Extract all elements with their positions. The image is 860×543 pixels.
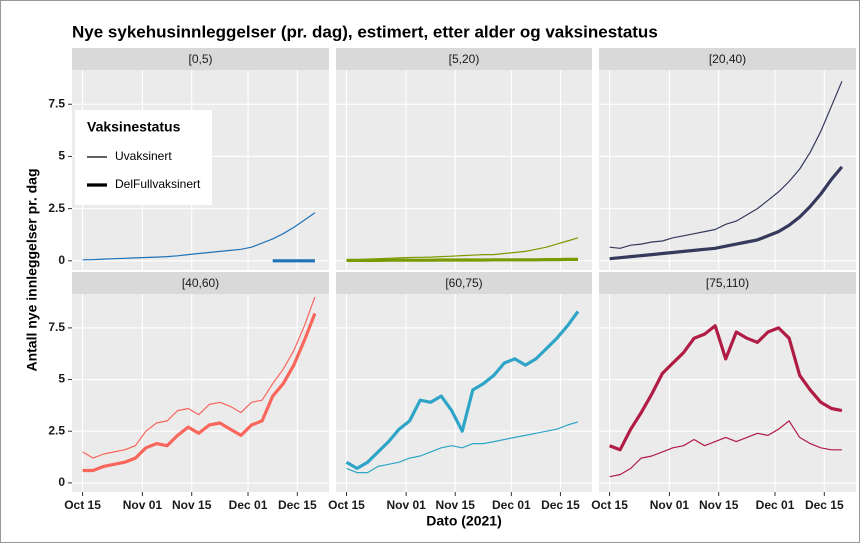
x-tick-label: Oct 15 bbox=[591, 498, 628, 512]
y-tick-label: 0 bbox=[58, 475, 65, 489]
series-line bbox=[345, 310, 580, 470]
x-axis-title: Dato (2021) bbox=[426, 513, 501, 529]
x-tick-label: Oct 15 bbox=[64, 498, 101, 512]
legend: Vaksinestatus Uvaksinert DelFullvaksinert bbox=[75, 110, 212, 205]
y-tick-label: 5 bbox=[58, 149, 65, 163]
x-tick-label: Nov 01 bbox=[650, 498, 690, 512]
strip-label: [20,40) bbox=[709, 52, 746, 66]
y-tick-label: 7.5 bbox=[48, 96, 65, 110]
panel-background bbox=[72, 294, 329, 492]
strip bbox=[72, 272, 329, 294]
strip bbox=[599, 48, 856, 70]
series-line bbox=[609, 165, 844, 261]
strip-label: [60,75) bbox=[445, 276, 482, 290]
y-tick-label: 2.5 bbox=[48, 423, 65, 437]
x-tick-label: Nov 15 bbox=[172, 498, 212, 512]
strip bbox=[599, 272, 856, 294]
x-tick-label: Oct 15 bbox=[328, 498, 365, 512]
strip-label: [0,5) bbox=[188, 52, 212, 66]
series-line bbox=[346, 237, 579, 261]
strip-label: [75,110) bbox=[706, 276, 749, 290]
strip-label: [40,60) bbox=[182, 276, 219, 290]
x-tick-label: Nov 01 bbox=[386, 498, 426, 512]
series-line bbox=[346, 421, 579, 474]
x-tick-label: Nov 15 bbox=[436, 498, 476, 512]
panel-background bbox=[336, 294, 592, 492]
y-tick-label: 7.5 bbox=[48, 320, 65, 334]
series-line bbox=[82, 296, 316, 459]
chart-title: Nye sykehusinnleggelser (pr. dag), estim… bbox=[72, 22, 658, 41]
x-tick-label: Dec 15 bbox=[805, 498, 844, 512]
x-tick-label: Nov 15 bbox=[699, 498, 739, 512]
series-line bbox=[609, 81, 843, 249]
y-axis-title: Antall nye innleggelser pr. dag bbox=[24, 168, 40, 371]
series-line bbox=[82, 312, 317, 473]
y-tick-label: 0 bbox=[58, 253, 65, 267]
x-tick-label: Dec 15 bbox=[541, 498, 580, 512]
x-tick-label: Dec 01 bbox=[229, 498, 268, 512]
x-tick-label: Nov 01 bbox=[123, 498, 163, 512]
legend-title: Vaksinestatus bbox=[87, 119, 181, 135]
strip bbox=[336, 272, 592, 294]
x-tick-label: Dec 01 bbox=[756, 498, 795, 512]
strip bbox=[72, 48, 329, 70]
series-line bbox=[346, 257, 578, 262]
y-tick-label: 5 bbox=[58, 372, 65, 386]
panel-background bbox=[336, 70, 592, 270]
x-tick-label: Dec 01 bbox=[492, 498, 531, 512]
legend-label: Uvaksinert bbox=[115, 149, 172, 163]
legend-label: DelFullvaksinert bbox=[115, 177, 201, 191]
panel-background bbox=[599, 70, 856, 270]
strip bbox=[336, 48, 592, 70]
x-tick-label: Dec 15 bbox=[278, 498, 317, 512]
series-line bbox=[609, 420, 842, 478]
series-line bbox=[82, 212, 316, 261]
y-tick-label: 2.5 bbox=[48, 201, 65, 215]
series-line bbox=[609, 324, 843, 452]
strip-label: [5,20) bbox=[449, 52, 480, 66]
